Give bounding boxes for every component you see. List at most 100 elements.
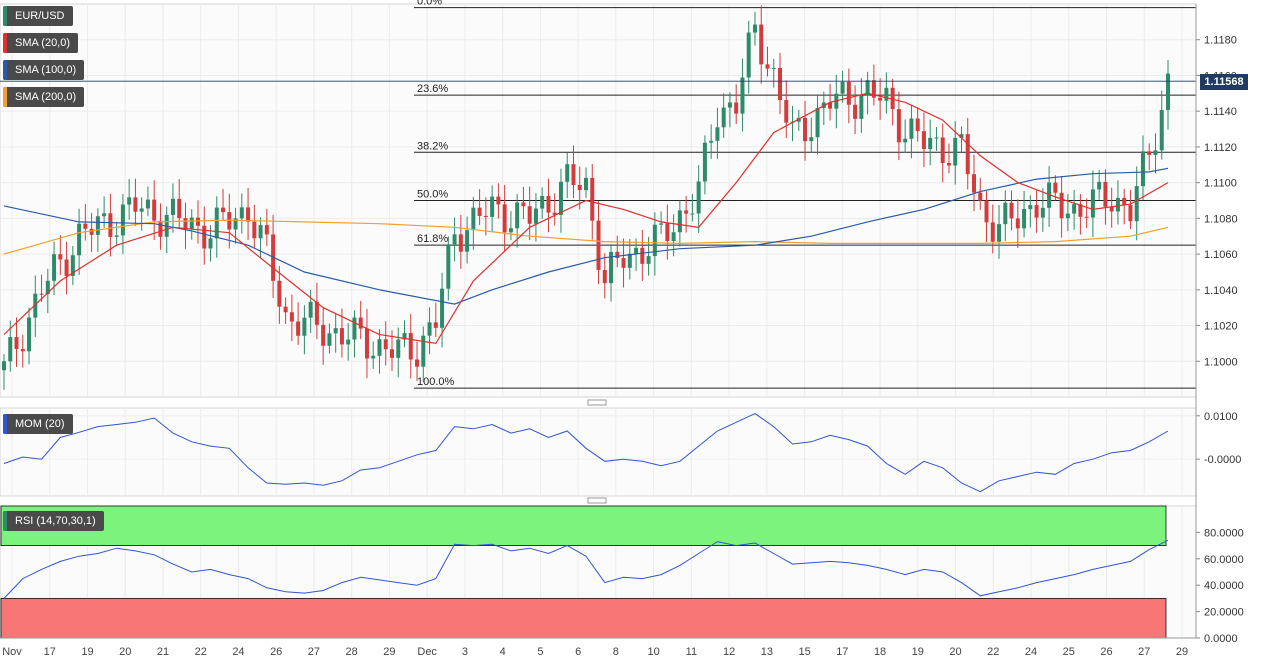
candle-body: [1147, 151, 1152, 155]
x-tick-label: 20: [949, 646, 961, 658]
candle-body: [896, 109, 901, 143]
rsi-tag[interactable]: RSI (14,70,30,1): [3, 511, 104, 531]
candle-body: [859, 95, 864, 119]
candle-body: [1022, 209, 1027, 229]
candle-body: [634, 247, 639, 254]
candle-body: [746, 32, 751, 78]
x-tick-label: 11: [686, 646, 697, 658]
candle-body: [840, 81, 845, 94]
candle-body: [396, 339, 401, 358]
candle-body: [1090, 189, 1095, 218]
sma200-label: SMA (200,0): [15, 91, 77, 103]
candle-body: [752, 24, 757, 33]
mom-tag[interactable]: MOM (20): [3, 414, 73, 434]
candle-body: [953, 137, 958, 166]
sma20-label: SMA (20,0): [15, 37, 71, 49]
pane-splitter-1: [587, 399, 607, 406]
instrument-color-swatch: [3, 6, 7, 26]
candle-body: [502, 204, 507, 233]
x-tick-label: Dec: [417, 646, 437, 658]
x-tick-label: 24: [232, 646, 244, 658]
candle-body: [784, 100, 789, 123]
candle-body: [815, 107, 820, 138]
candle-body: [778, 67, 782, 101]
sma200-line: [3, 219, 1169, 255]
candle-body: [684, 210, 689, 214]
rsi-label: RSI (14,70,30,1): [15, 515, 96, 527]
candle-body: [296, 321, 301, 336]
candle-body: [177, 198, 182, 219]
candle-body: [183, 218, 188, 230]
candle-body: [227, 212, 232, 230]
candle-body: [596, 220, 601, 270]
y-tick-label: 1.1020: [1204, 321, 1238, 333]
candle-body: [1078, 204, 1083, 217]
candle-body: [170, 198, 175, 215]
candle-body: [959, 134, 964, 138]
candle-body: [571, 164, 576, 185]
candle-body: [421, 335, 426, 367]
x-tick-label: 17: [836, 646, 848, 658]
candle-body: [352, 317, 357, 340]
x-tick-label: 3: [462, 646, 468, 658]
candle-body: [1040, 207, 1045, 218]
x-tick-label: 24: [1025, 646, 1037, 658]
y-tick-label: 1.1040: [1204, 285, 1238, 297]
candle-body: [665, 223, 670, 242]
instrument-tag[interactable]: EUR/USD: [3, 6, 73, 26]
last-price-badge: 1.11568: [1200, 74, 1248, 90]
candle-body: [846, 81, 851, 105]
candle-body: [302, 317, 307, 336]
candle-body: [483, 215, 488, 217]
sma200-tag[interactable]: SMA (200,0): [3, 87, 85, 107]
candle-body: [446, 244, 451, 289]
candle-body: [1028, 205, 1033, 210]
candle-body: [940, 137, 945, 164]
x-tick-label: 29: [383, 646, 395, 658]
candle-body: [990, 222, 995, 242]
x-tick-label: 19: [912, 646, 924, 658]
candle-body: [70, 255, 75, 276]
candle-body: [702, 142, 707, 182]
candle-body: [358, 317, 363, 329]
candle-body: [89, 228, 94, 235]
sma100-tag[interactable]: SMA (100,0): [3, 60, 85, 80]
mom-line: [3, 413, 1169, 493]
x-tick-label: 21: [157, 646, 169, 658]
candle-body: [364, 328, 369, 359]
candle-body: [921, 131, 926, 150]
candle-body: [108, 213, 113, 237]
candle-body: [871, 80, 876, 98]
fib-label: 23.6%: [417, 83, 448, 95]
candle-body: [978, 192, 983, 201]
sma20-tag[interactable]: SMA (20,0): [3, 33, 79, 53]
fib-label: 38.2%: [417, 140, 448, 152]
candle-body: [415, 359, 420, 367]
candle-body: [853, 104, 858, 119]
x-tick-label: 28: [346, 646, 358, 658]
pane-splitter-2: [587, 497, 607, 504]
candle-body: [490, 196, 495, 217]
candle-body: [383, 339, 388, 350]
x-tick-label: 5: [537, 646, 543, 658]
candle-body: [377, 339, 382, 356]
candle-body: [402, 333, 407, 340]
candle-body: [1134, 186, 1139, 222]
rsi-tick-label: 0.0000: [1204, 633, 1238, 645]
candle-body: [2, 361, 6, 371]
candle-body: [602, 269, 607, 284]
candle-body: [803, 117, 808, 142]
candle-body: [546, 195, 551, 213]
x-tick-label: 26: [1100, 646, 1112, 658]
sma100-label: SMA (100,0): [15, 64, 77, 76]
candle-body: [721, 107, 726, 128]
candle-body: [1166, 73, 1170, 110]
candle-body: [390, 349, 394, 358]
candle-body: [565, 164, 570, 182]
candle-body: [252, 221, 257, 239]
candle-body: [965, 134, 970, 175]
candle-body: [471, 207, 476, 231]
candle-body: [715, 127, 720, 141]
candle-body: [239, 207, 244, 219]
candle-body: [759, 24, 764, 65]
